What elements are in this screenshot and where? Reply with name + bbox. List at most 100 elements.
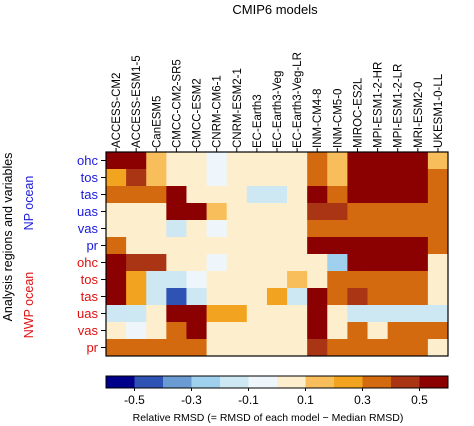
heatmap-cell: [206, 220, 228, 238]
colorbar-tick-label: 0.3: [354, 393, 371, 407]
model-label: MPI-ESM1-2-LR: [393, 64, 405, 148]
colorbar-segment: [106, 376, 135, 388]
heatmap-cell: [427, 271, 449, 289]
heatmap-cell: [327, 203, 348, 221]
heatmap-cell: [146, 203, 167, 221]
heatmap-cell: [367, 339, 389, 357]
colorbar-frame: [105, 375, 449, 389]
heatmap-cell: [146, 254, 167, 272]
heatmap-cell: [106, 152, 127, 170]
model-label: CNRM-CM6-1: [212, 75, 224, 148]
heatmap-cell: [266, 271, 288, 289]
colorbar-segment: [391, 376, 420, 388]
heatmap-cell: [126, 169, 147, 187]
heatmap-cell: [226, 254, 248, 272]
heatmap-cell: [266, 254, 288, 272]
heatmap-cell: [206, 152, 228, 170]
heatmap-cell: [427, 220, 449, 238]
heatmap-cell: [186, 203, 207, 221]
heatmap-cell: [347, 169, 368, 187]
heatmap-cell: [407, 339, 429, 357]
heatmap-cell: [367, 237, 389, 255]
colorbar-segment: [163, 376, 192, 388]
heatmap-cell: [427, 152, 449, 170]
heatmap-cell: [367, 288, 389, 306]
heatmap-cell: [387, 220, 409, 238]
heatmap-cell: [287, 237, 308, 255]
heatmap-cell: [266, 305, 288, 323]
heatmap-cell: [407, 220, 429, 238]
heatmap-cell: [226, 203, 248, 221]
colorbar-segment: [419, 376, 449, 388]
heatmap-cell: [126, 220, 147, 238]
heatmap-cell: [266, 288, 288, 306]
heatmap-cell: [407, 203, 429, 221]
heatmap-cell: [146, 288, 167, 306]
heatmap-cell: [307, 203, 328, 221]
heatmap-cell: [367, 305, 389, 323]
heatmap-cell: [307, 254, 328, 272]
heatmap-cell: [347, 203, 368, 221]
heatmap-cell: [166, 339, 187, 357]
heatmap-cell: [226, 186, 248, 204]
variable-label: tos: [81, 170, 99, 185]
heatmap-cell: [407, 254, 429, 272]
variable-label: pr: [86, 340, 98, 355]
heatmap-cell: [126, 254, 147, 272]
heatmap-cell: [166, 237, 187, 255]
heatmap-cell: [186, 339, 207, 357]
heatmap-cell: [126, 237, 147, 255]
model-label: CanESM5: [151, 96, 163, 148]
heatmap-cell: [246, 152, 268, 170]
model-label: ACCESS-CM2: [111, 73, 123, 148]
heatmap-cell: [246, 288, 268, 306]
heatmap-cell: [226, 339, 248, 357]
heatmap-cell: [126, 203, 147, 221]
heatmap-cell: [387, 305, 409, 323]
colorbar-tick-label: 0.1: [297, 393, 314, 407]
heatmap-cell: [106, 339, 127, 357]
y-axis-label: Analysis regions and variables: [1, 153, 15, 322]
heatmap-cell: [246, 322, 268, 340]
variable-label: ohc: [77, 255, 98, 270]
colorbar-tick-label: 0.5: [411, 393, 428, 407]
heatmap-cell: [226, 271, 248, 289]
heatmap-cell: [126, 339, 147, 357]
heatmap-cell: [106, 203, 127, 221]
heatmap-cell: [146, 169, 167, 187]
heatmap-cell: [266, 203, 288, 221]
colorbar-segment: [277, 376, 306, 388]
heatmap-cell: [106, 169, 127, 187]
heatmap-cell: [327, 220, 348, 238]
heatmap-cell: [407, 288, 429, 306]
heatmap-cell: [266, 152, 288, 170]
model-label: ACCESS-ESM1-5: [131, 55, 143, 148]
heatmap-cell: [347, 254, 368, 272]
heatmap-cell: [246, 254, 268, 272]
heatmap-cell: [367, 169, 389, 187]
heatmap-cell: [427, 169, 449, 187]
heatmap-cell: [166, 169, 187, 187]
colorbar-segment: [191, 376, 221, 388]
heatmap-cell: [287, 339, 308, 357]
heatmap-cell: [307, 339, 328, 357]
heatmap-cell: [106, 322, 127, 340]
heatmap-cell: [307, 186, 328, 204]
heatmap-cell: [347, 322, 368, 340]
variable-label: uas: [77, 204, 98, 219]
variable-label: uas: [77, 306, 98, 321]
heatmap-cell: [126, 322, 147, 340]
heatmap-cell: [387, 203, 409, 221]
heatmap-cell: [287, 322, 308, 340]
heatmap-cell: [387, 322, 409, 340]
heatmap-cell: [327, 254, 348, 272]
heatmap-cell: [287, 305, 308, 323]
colorbar-tick-label: -0.3: [181, 393, 202, 407]
colorbar-segment: [362, 376, 392, 388]
variable-label: vas: [78, 221, 99, 236]
heatmap-cell: [266, 322, 288, 340]
heatmap-cell: [266, 186, 288, 204]
variable-label: vas: [78, 323, 99, 338]
heatmap-cell: [347, 271, 368, 289]
heatmap-cell: [387, 152, 409, 170]
